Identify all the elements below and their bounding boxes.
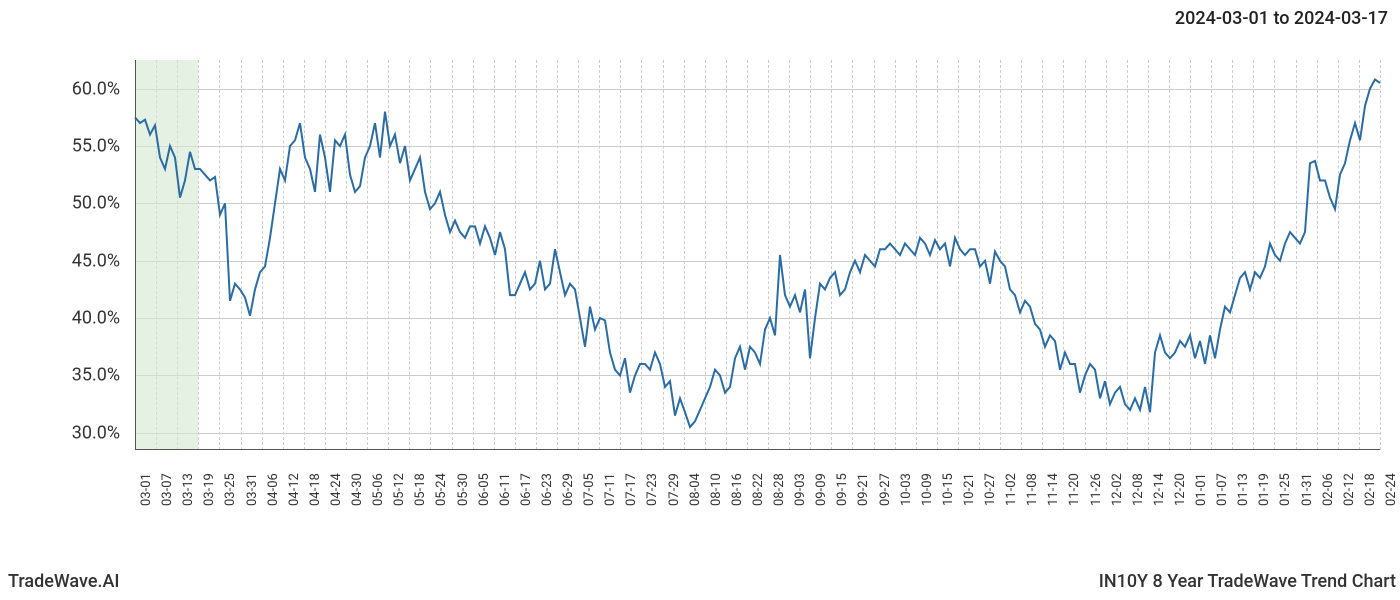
chart-subtitle: IN10Y 8 Year TradeWave Trend Chart — [1099, 571, 1396, 592]
x-tick-label: 07-17 — [624, 473, 639, 506]
x-tick-label: 07-05 — [582, 473, 597, 506]
x-tick-label: 06-05 — [477, 473, 492, 506]
x-tick-label: 09-15 — [835, 473, 850, 506]
x-tick-label: 10-21 — [962, 473, 977, 506]
x-axis-line — [135, 449, 1380, 450]
x-tick-label: 01-31 — [1300, 473, 1315, 506]
y-tick-label: 45.0% — [72, 250, 120, 271]
x-tick-label: 08-04 — [688, 473, 703, 506]
x-tick-label: 11-02 — [1004, 473, 1019, 506]
x-tick-label: 07-11 — [603, 473, 618, 506]
x-tick-label: 10-09 — [920, 473, 935, 506]
x-tick-label: 03-13 — [181, 473, 196, 506]
x-tick-label: 09-27 — [878, 473, 893, 506]
x-tick-label: 02-06 — [1321, 473, 1336, 506]
x-tick-label: 04-06 — [266, 473, 281, 506]
x-tick-label: 01-19 — [1257, 473, 1272, 506]
x-tick-label: 01-01 — [1194, 473, 1209, 506]
y-tick-label: 55.0% — [72, 136, 120, 157]
x-tick-label: 05-06 — [371, 473, 386, 506]
x-tick-label: 05-30 — [456, 473, 471, 506]
x-tick-label: 04-18 — [308, 473, 323, 506]
x-tick-label: 02-24 — [1384, 473, 1399, 506]
x-tick-label: 08-10 — [709, 473, 724, 506]
x-tick-label: 04-30 — [350, 473, 365, 506]
x-tick-label: 03-31 — [245, 473, 260, 506]
x-tick-label: 09-03 — [793, 473, 808, 506]
trend-path — [135, 80, 1380, 428]
y-tick-label: 40.0% — [72, 308, 120, 329]
date-range-label: 2024-03-01 to 2024-03-17 — [1175, 8, 1388, 29]
y-axis-line — [135, 60, 136, 450]
x-tick-label: 09-21 — [856, 473, 871, 506]
y-tick-label: 50.0% — [72, 193, 120, 214]
y-axis-ticks: 30.0% 35.0% 40.0% 45.0% 50.0% 55.0% 60.0% — [0, 60, 130, 450]
x-tick-label: 04-24 — [329, 473, 344, 506]
x-tick-label: 08-16 — [730, 473, 745, 506]
x-tick-label: 07-23 — [645, 473, 660, 506]
x-tick-label: 06-17 — [519, 473, 534, 506]
x-tick-label: 07-29 — [667, 473, 682, 506]
x-tick-label: 02-12 — [1342, 473, 1357, 506]
trend-line-svg — [135, 60, 1380, 450]
y-tick-label: 30.0% — [72, 422, 120, 443]
x-tick-label: 12-20 — [1173, 473, 1188, 506]
x-tick-label: 01-13 — [1236, 473, 1251, 506]
x-tick-label: 12-14 — [1152, 473, 1167, 506]
x-tick-label: 05-18 — [413, 473, 428, 506]
x-tick-label: 06-29 — [561, 473, 576, 506]
x-tick-label: 11-08 — [1025, 473, 1040, 506]
x-tick-label: 10-03 — [899, 473, 914, 506]
x-tick-label: 10-15 — [941, 473, 956, 506]
x-tick-label: 06-23 — [540, 473, 555, 506]
x-tick-label: 02-18 — [1363, 473, 1378, 506]
x-tick-label: 05-12 — [392, 473, 407, 506]
x-tick-label: 03-19 — [202, 473, 217, 506]
branding-label: TradeWave.AI — [8, 571, 120, 592]
x-axis-ticks: 03-01 03-07 03-13 03-19 03-25 03-31 04-06 04-12… — [135, 458, 1380, 548]
x-tick-label: 06-11 — [498, 473, 513, 506]
x-tick-label: 11-20 — [1067, 473, 1082, 506]
x-tick-label: 09-09 — [814, 473, 829, 506]
x-tick-label: 01-25 — [1278, 473, 1293, 506]
x-tick-label: 08-22 — [751, 473, 766, 506]
x-tick-label: 11-26 — [1089, 473, 1104, 506]
x-tick-label: 03-25 — [223, 473, 238, 506]
x-tick-label: 01-07 — [1215, 473, 1230, 506]
x-tick-label: 12-08 — [1131, 473, 1146, 506]
x-tick-label: 12-02 — [1110, 473, 1125, 506]
x-tick-label: 03-01 — [139, 473, 154, 506]
y-tick-label: 35.0% — [72, 365, 120, 386]
x-tick-label: 04-12 — [287, 473, 302, 506]
x-tick-label: 10-27 — [983, 473, 998, 506]
x-tick-label: 11-14 — [1046, 473, 1061, 506]
x-tick-label: 03-07 — [160, 473, 175, 506]
y-tick-label: 60.0% — [72, 78, 120, 99]
x-tick-label: 05-24 — [434, 473, 449, 506]
chart-plot-area — [135, 60, 1380, 450]
x-tick-label: 08-28 — [772, 473, 787, 506]
